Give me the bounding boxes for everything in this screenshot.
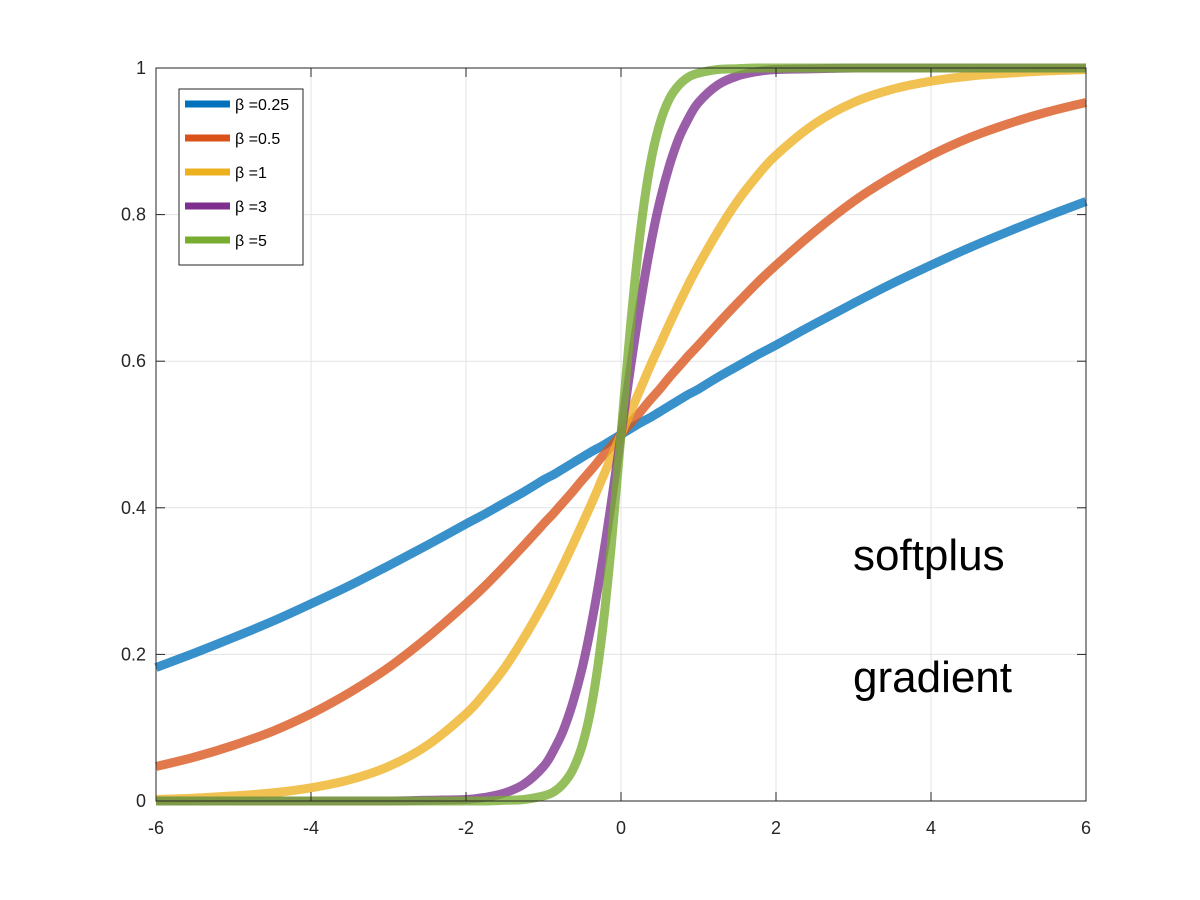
x-tick-label: -2 bbox=[458, 818, 474, 838]
annotation-softplus: softplus bbox=[853, 531, 1005, 580]
x-tick-label: 6 bbox=[1081, 818, 1091, 838]
y-tick-label: 0 bbox=[136, 791, 146, 811]
legend-label: β =0.25 bbox=[235, 97, 289, 114]
legend: β =0.25 β =0.5 β =1 β =3 β =5 bbox=[178, 88, 304, 266]
legend-label: β =1 bbox=[235, 165, 267, 182]
legend-label: β =0.5 bbox=[235, 131, 280, 148]
x-tick-label: 2 bbox=[771, 818, 781, 838]
axis-ticks bbox=[155, 67, 1087, 802]
x-tick-label: -6 bbox=[148, 818, 164, 838]
y-tick-labels: 0 0.2 0.4 0.6 0.8 1 bbox=[121, 58, 146, 811]
y-tick-label: 1 bbox=[136, 58, 146, 78]
y-tick-label: 0.2 bbox=[121, 644, 146, 664]
legend-box bbox=[178, 88, 304, 266]
x-tick-label: 4 bbox=[926, 818, 936, 838]
x-tick-label: -4 bbox=[303, 818, 319, 838]
x-tick-label: 0 bbox=[616, 818, 626, 838]
y-tick-label: 0.4 bbox=[121, 498, 146, 518]
legend-label: β =5 bbox=[235, 233, 267, 250]
y-tick-label: 0.8 bbox=[121, 205, 146, 225]
x-tick-labels: -6 -4 -2 0 2 4 6 bbox=[148, 818, 1091, 838]
annotation-gradient: gradient bbox=[853, 653, 1012, 702]
y-tick-label: 0.6 bbox=[121, 351, 146, 371]
legend-label: β =3 bbox=[235, 199, 267, 216]
